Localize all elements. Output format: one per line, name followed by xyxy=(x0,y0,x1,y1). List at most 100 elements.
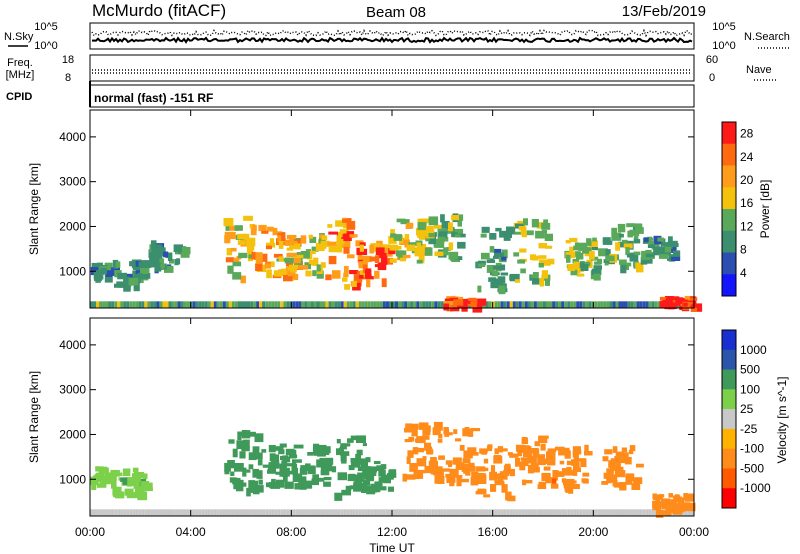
heatmap-cell xyxy=(378,253,387,259)
heatmap-cell xyxy=(432,466,438,476)
heatmap-cell xyxy=(255,258,263,264)
heatmap-cell xyxy=(567,301,571,308)
heatmap-cell xyxy=(567,264,576,271)
heatmap-cell xyxy=(380,464,387,469)
heatmap-cell xyxy=(547,454,555,458)
heatmap-cell xyxy=(411,423,419,430)
heatmap-cell xyxy=(126,482,133,487)
heatmap-cell xyxy=(619,233,624,238)
power-cells xyxy=(90,213,703,313)
heatmap-cell xyxy=(125,274,133,278)
heatmap-cell xyxy=(492,248,502,253)
heatmap-cell xyxy=(618,509,622,516)
heatmap-cell xyxy=(612,301,616,308)
heatmap-cell xyxy=(138,261,144,267)
heatmap-cell xyxy=(316,264,321,272)
heatmap-cell xyxy=(531,255,539,261)
heatmap-cell xyxy=(521,509,525,516)
colorbar-tick-label: -500 xyxy=(740,461,764,475)
heatmap-cell xyxy=(558,447,567,456)
heatmap-cell xyxy=(523,218,528,226)
heatmap-cell xyxy=(284,463,293,467)
heatmap-cell xyxy=(654,301,658,308)
heatmap-cell xyxy=(307,452,314,456)
heatmap-cell xyxy=(570,301,574,308)
heatmap-cell xyxy=(158,245,163,254)
heatmap-cell xyxy=(609,509,613,516)
heatmap-cell xyxy=(111,301,115,308)
heatmap-cell xyxy=(178,248,185,255)
heatmap-cell xyxy=(648,301,652,308)
heatmap-cell xyxy=(237,233,247,240)
heatmap-cell xyxy=(553,474,558,481)
heatmap-cell xyxy=(518,301,522,308)
heatmap-cell xyxy=(437,301,441,308)
heatmap-cell xyxy=(331,301,335,308)
heatmap-cell xyxy=(237,482,247,487)
heatmap-cell xyxy=(442,468,450,472)
heatmap-cell xyxy=(527,509,531,516)
heatmap-cell xyxy=(171,301,175,308)
heatmap-cell xyxy=(524,301,528,308)
heatmap-cell xyxy=(416,301,420,308)
heatmap-cell xyxy=(543,219,548,228)
heatmap-cell xyxy=(584,444,589,453)
heatmap-cell xyxy=(361,487,367,493)
heatmap-cell xyxy=(404,439,413,443)
colorbar-tick-label: 20 xyxy=(740,173,754,187)
heatmap-cell xyxy=(447,432,453,436)
heatmap-cell xyxy=(141,509,145,516)
heatmap-cell xyxy=(225,224,231,231)
heatmap-cell xyxy=(159,258,165,265)
heatmap-cell xyxy=(520,268,526,274)
heatmap-cell xyxy=(532,272,539,278)
heatmap-cell xyxy=(241,446,250,452)
heatmap-cell xyxy=(313,509,317,516)
heatmap-cell xyxy=(567,480,572,486)
heatmap-cell xyxy=(530,463,539,470)
heatmap-cell xyxy=(486,445,493,452)
heatmap-cell xyxy=(90,509,93,516)
heatmap-cell xyxy=(388,469,397,474)
heatmap-cell xyxy=(129,509,133,516)
heatmap-cell xyxy=(298,476,307,485)
heatmap-cell xyxy=(425,235,430,242)
heatmap-cell xyxy=(489,471,498,481)
heatmap-cell xyxy=(668,493,673,498)
heatmap-cell xyxy=(535,230,545,239)
heatmap-cell xyxy=(494,509,498,516)
heatmap-cell xyxy=(418,254,425,264)
heatmap-cell xyxy=(488,509,492,516)
heatmap-cell xyxy=(434,251,444,257)
heatmap-cell xyxy=(250,227,257,236)
heatmap-cell xyxy=(615,451,623,457)
heatmap-cell xyxy=(301,301,305,308)
heatmap-cell xyxy=(386,509,389,516)
heatmap-cell xyxy=(593,273,601,281)
heatmap-cell xyxy=(434,509,438,516)
heatmap-cell xyxy=(359,274,364,279)
heatmap-cell xyxy=(537,458,546,466)
heatmap-cell xyxy=(228,439,235,444)
heatmap-cell xyxy=(354,278,362,287)
heatmap-cell xyxy=(112,259,119,269)
heatmap-cell xyxy=(673,496,683,502)
heatmap-cell xyxy=(495,473,506,479)
heatmap-cell xyxy=(453,228,464,238)
heatmap-cell xyxy=(99,478,107,487)
heatmap-cell xyxy=(437,236,445,243)
heatmap-cell xyxy=(162,509,166,516)
heatmap-cell xyxy=(499,230,506,238)
heatmap-cell xyxy=(647,244,655,248)
nsky-label: N.Sky xyxy=(4,31,34,43)
heatmap-cell xyxy=(316,509,320,516)
heatmap-cell xyxy=(328,244,337,253)
heatmap-cell xyxy=(360,463,368,468)
heatmap-cell xyxy=(541,259,551,266)
heatmap-cell xyxy=(236,440,244,450)
heatmap-cell xyxy=(635,227,644,234)
heatmap-cell xyxy=(488,277,497,282)
heatmap-cell xyxy=(229,477,237,483)
heatmap-cell xyxy=(370,469,377,476)
heatmap-cell xyxy=(663,504,674,508)
